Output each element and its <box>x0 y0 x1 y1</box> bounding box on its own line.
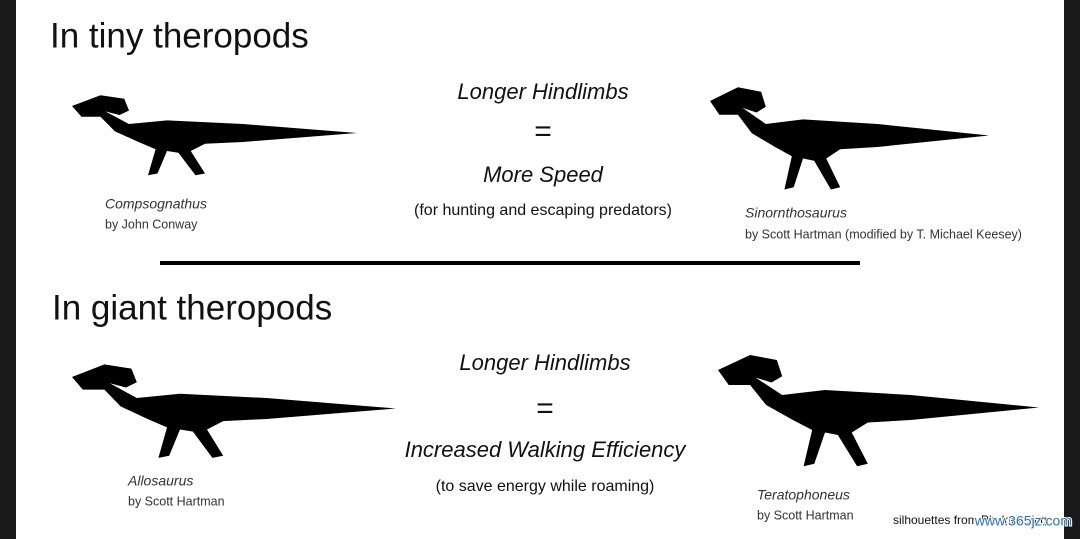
equals: = <box>534 115 552 148</box>
credit: by Scott Hartman <box>757 508 854 522</box>
credit: by Scott Hartman (modified by T. Michael… <box>745 227 1022 241</box>
note: (for hunting and escaping predators) <box>414 202 672 219</box>
credit: by Scott Hartman <box>128 494 225 508</box>
species-name: Teratophoneus <box>757 487 850 503</box>
equals: = <box>536 392 554 425</box>
species-name: Compsognathus <box>105 196 207 212</box>
center-line: Longer Hindlimbs <box>459 350 630 375</box>
species-name: Sinornthosaurus <box>745 205 847 221</box>
section-title: In tiny theropods <box>50 16 309 55</box>
note: (to save energy while roaming) <box>436 478 655 495</box>
center-line: More Speed <box>483 162 604 187</box>
watermark: www.365jz.com <box>974 513 1072 529</box>
divider <box>160 261 860 265</box>
center-line: Longer Hindlimbs <box>457 79 628 104</box>
section-title: In giant theropods <box>52 288 332 327</box>
footer: silhouettes from Phylopic.org <box>893 513 1047 527</box>
panel <box>16 0 1064 539</box>
species-name: Allosaurus <box>127 473 193 489</box>
center-line: Increased Walking Efficiency <box>405 437 688 462</box>
credit: by John Conway <box>105 217 198 231</box>
